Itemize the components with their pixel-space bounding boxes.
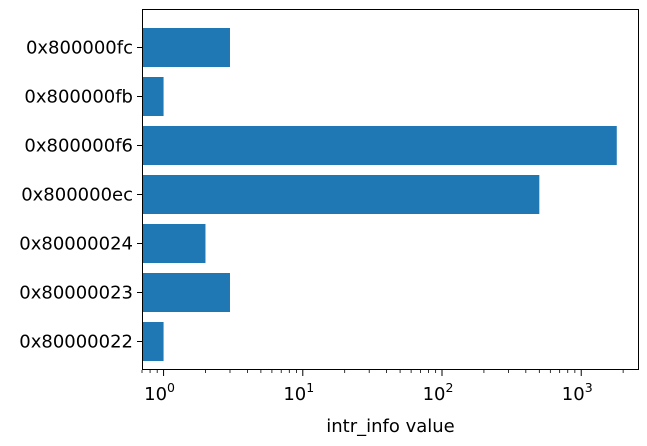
y-tick-label: 0x800000f6: [24, 136, 133, 157]
y-tick-label: 0x80000024: [19, 234, 133, 255]
bar-0x80000023: [142, 273, 230, 312]
bars-group: [142, 28, 617, 361]
x-tick-label: 101: [283, 380, 314, 405]
y-tick-label: 0x80000023: [19, 283, 133, 304]
y-tick-label: 0x80000022: [19, 332, 133, 353]
bar-0x800000fc: [142, 28, 230, 67]
bar-0x80000022: [142, 322, 164, 361]
bar-0x800000ec: [142, 175, 540, 214]
bar-0x800000fb: [142, 77, 164, 116]
y-tick-label: 0x800000fb: [24, 87, 133, 108]
x-axis-ticks: 100 101 102 103: [141, 370, 624, 405]
bar-0x80000024: [142, 224, 206, 263]
bar-0x800000f6: [142, 126, 617, 165]
x-tick-label: 102: [423, 380, 454, 405]
plot-frame: [142, 9, 639, 370]
x-tick-label: 103: [562, 380, 593, 405]
x-axis-label: intr_info value: [326, 416, 455, 437]
x-tick-label: 100: [144, 380, 175, 405]
y-tick-label: 0x800000ec: [21, 185, 133, 206]
y-tick-label: 0x800000fc: [26, 38, 133, 59]
y-axis-ticks: 0x80000022 0x80000023 0x80000024 0x800000ec…: [19, 38, 142, 353]
